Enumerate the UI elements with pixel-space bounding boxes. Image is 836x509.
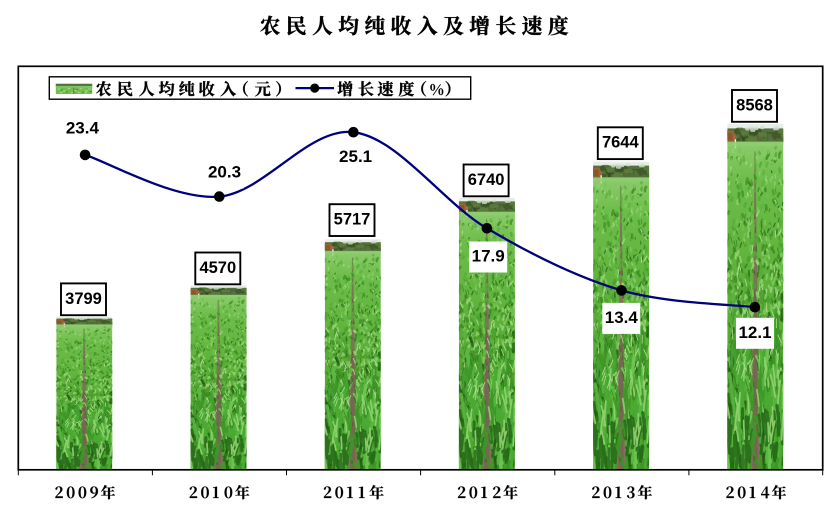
svg-text:20.3: 20.3 (208, 163, 241, 182)
svg-text:6740: 6740 (468, 171, 505, 189)
svg-text:17.9: 17.9 (472, 247, 505, 266)
svg-text:13.4: 13.4 (605, 308, 639, 327)
svg-text:4570: 4570 (199, 259, 236, 277)
svg-text:7644: 7644 (602, 134, 640, 152)
svg-text:12.1: 12.1 (738, 323, 771, 342)
svg-text:5717: 5717 (334, 211, 371, 229)
svg-text:23.4: 23.4 (66, 119, 100, 138)
svg-text:3799: 3799 (65, 290, 102, 308)
svg-text:25.1: 25.1 (339, 147, 372, 166)
svg-text:8568: 8568 (736, 96, 773, 114)
